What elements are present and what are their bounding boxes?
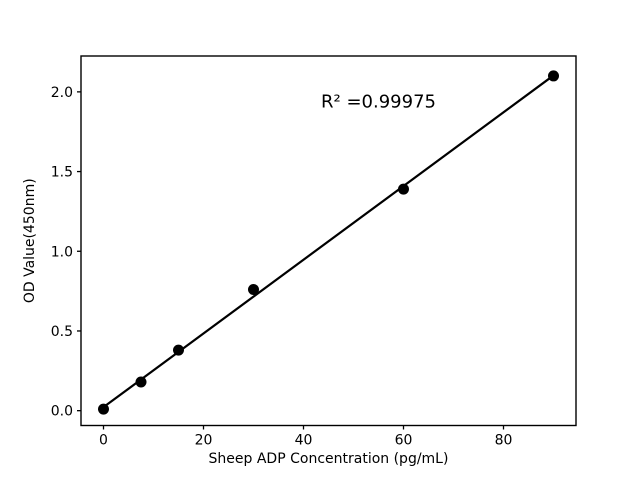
y-tick-label: 1.5 bbox=[51, 165, 73, 181]
data-point bbox=[173, 344, 184, 356]
data-point bbox=[398, 183, 409, 195]
y-tick-label: 0.0 bbox=[51, 404, 73, 420]
y-tick-label: 0.5 bbox=[51, 324, 73, 340]
data-point bbox=[98, 403, 109, 415]
x-tick-label: 80 bbox=[495, 433, 513, 449]
data-point bbox=[248, 284, 259, 296]
y-tick-label: 2.0 bbox=[51, 85, 73, 101]
y-tick-label: 1.0 bbox=[51, 244, 73, 260]
x-tick-label: 20 bbox=[195, 433, 213, 449]
x-tick-label: 40 bbox=[295, 433, 313, 449]
x-tick-label: 0 bbox=[99, 433, 108, 449]
data-point bbox=[135, 376, 147, 388]
y-axis-label: OD Value(450nm) bbox=[22, 178, 38, 303]
data-point bbox=[548, 70, 559, 82]
r-squared-annotation: R² =0.99975 bbox=[321, 91, 436, 112]
x-axis-label: Sheep ADP Concentration (pg/mL) bbox=[209, 451, 449, 467]
plot-frame bbox=[80, 55, 577, 427]
x-tick-label: 60 bbox=[395, 433, 413, 449]
